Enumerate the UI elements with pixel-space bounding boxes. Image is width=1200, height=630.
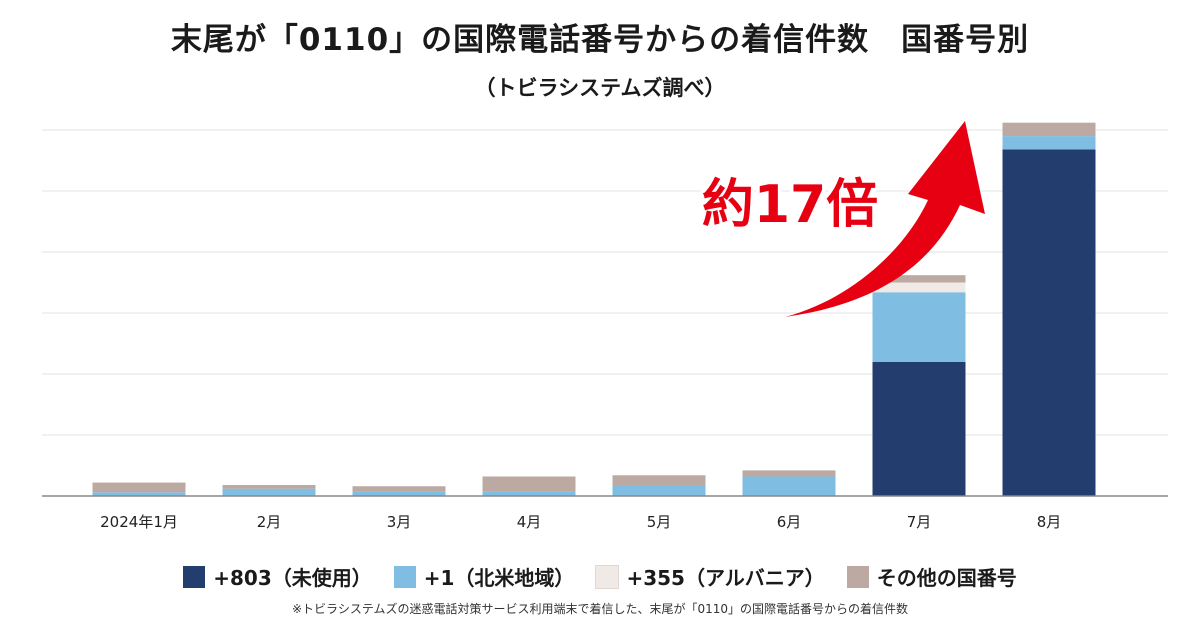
bar-segment-1-7 (1002, 136, 1096, 150)
bar-segment-0-6 (872, 361, 966, 496)
bar-segment-0-7 (1002, 149, 1096, 496)
x-tick-label: 4月 (517, 513, 542, 531)
arrow-shape (785, 121, 985, 317)
bar-segment-1-0 (92, 492, 186, 496)
footnote: ※トビラシステムズの迷惑電話対策サービス利用端末で着信した、末尾が「0110」の… (292, 602, 908, 616)
x-tick-label: 6月 (777, 513, 802, 531)
bar-segment-1-5 (742, 476, 836, 496)
legend: +803（未使用） +1（北米地域） +355（アルバニア） その他の国番号 (0, 562, 1200, 591)
x-tick-label: 2月 (257, 513, 282, 531)
chart-subtitle: （トビラシステムズ調べ） (474, 76, 726, 100)
bar-segment-1-4 (612, 485, 706, 496)
annotation-label: 約17倍 (702, 175, 878, 235)
bar-segment-1-6 (872, 292, 966, 362)
bar-segment-3-2 (352, 486, 446, 492)
bar-segment-3-0 (92, 482, 186, 493)
x-tick-label: 3月 (387, 513, 412, 531)
bar-segment-3-3 (482, 476, 576, 492)
bar-segment-1-2 (352, 491, 446, 496)
legend-label-803: +803（未使用） (213, 566, 372, 590)
x-tick-label: 2024年1月 (100, 513, 178, 531)
bar-segment-1-3 (482, 491, 576, 496)
growth-arrow (785, 121, 985, 317)
legend-item-1: +1（北米地域） (393, 562, 575, 591)
legend-label-355: +355（アルバニア） (626, 566, 825, 590)
chart-title: 末尾が「0110」の国際電話番号からの着信件数 国番号別 (170, 22, 1030, 58)
x-tick-label: 7月 (907, 513, 932, 531)
legend-item-803: +803（未使用） (183, 562, 372, 591)
x-tick-label: 5月 (647, 513, 672, 531)
x-tick-label: 8月 (1037, 513, 1062, 531)
bar-segment-3-5 (742, 470, 836, 477)
legend-swatch-1 (393, 565, 416, 588)
bar-segment-3-4 (612, 475, 706, 486)
legend-label-1: +1（北米地域） (423, 566, 575, 590)
legend-item-355: +355（アルバニア） (595, 562, 825, 591)
bar-segment-1-1 (222, 488, 316, 496)
legend-label-other: その他の国番号 (876, 566, 1017, 590)
legend-swatch-355 (595, 564, 620, 589)
bar-segment-2-6 (872, 282, 966, 293)
bar-segment-3-6 (872, 275, 966, 283)
legend-item-other: その他の国番号 (846, 562, 1017, 591)
legend-swatch-803 (183, 565, 206, 588)
bar-segment-3-1 (222, 485, 316, 489)
legend-swatch-other (846, 565, 869, 588)
bar-segment-3-7 (1002, 122, 1096, 137)
